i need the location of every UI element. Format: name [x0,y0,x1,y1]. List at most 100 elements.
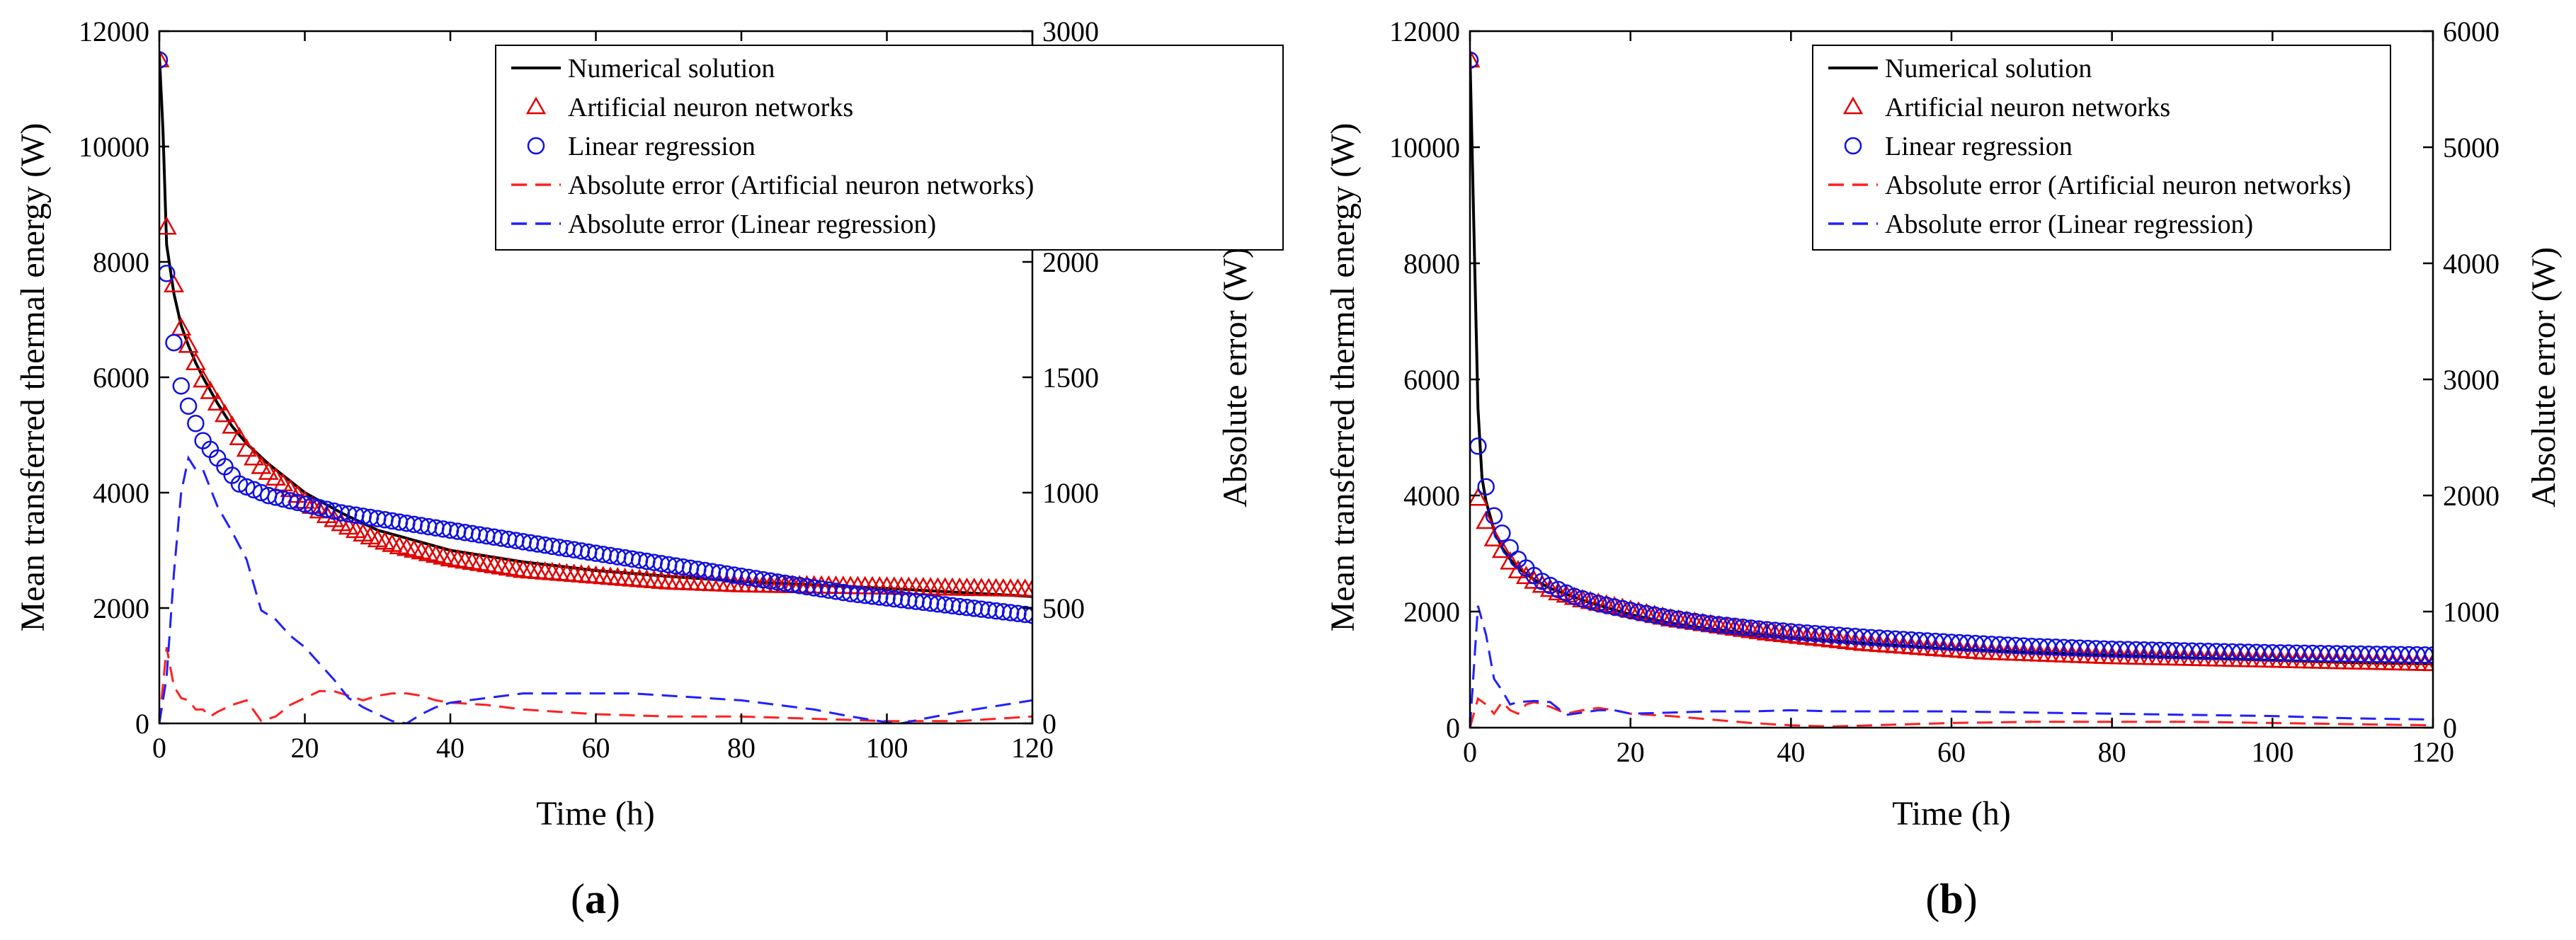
y-tick-label: 10000 [1389,132,1460,164]
y-axis-label-a: Mean transferred thermal energy (W) [14,123,52,632]
data-point [1614,600,1631,618]
y-tick-label: 4000 [1403,480,1460,512]
y-tick-label: 0 [135,708,149,740]
x-tick-label: 0 [1463,736,1477,768]
data-point [1477,478,1495,495]
plot-area-a [159,49,1032,723]
data-point [1491,539,1512,558]
y2-axis-label-b: Absolute error (W) [2525,247,2563,508]
data-point [1566,588,1583,605]
legend-label: Absolute error (Artificial neuron networ… [1885,171,2351,200]
y2-tick-label: 2000 [2443,480,2500,512]
y-tick-label: 4000 [93,477,149,509]
data-point [244,447,265,466]
data-point [1476,510,1497,529]
data-point [229,427,250,445]
x-axis-label-b: Time (h) [1892,795,2011,832]
legend-label: Numerical solution [1885,54,2092,84]
legend-label: Absolute error (Artificial neuron networ… [568,171,1034,200]
data-point [193,369,214,388]
data-point [1485,507,1503,525]
data-point [1533,573,1551,590]
legend-item-linear-regression: Linear regression [1844,132,2073,161]
data-point [1470,49,1481,68]
axis-ticks-b: 0 20 40 60 80 100 1200200040006000800010000120… [1389,16,2500,768]
x-tick-label: 20 [1617,736,1645,768]
y2-tick-label: 1000 [1042,477,1099,509]
series-linear-regression-a [159,51,1032,624]
y-tick-label: 6000 [93,362,149,394]
legend-item-absolute-error-artificial-neuron-networks: Absolute error (Artificial neuron networ… [1828,171,2351,200]
legend-label: Linear regression [568,132,756,161]
data-point [185,352,206,370]
y-tick-label: 8000 [1403,248,1460,280]
x-tick-label: 60 [1937,736,1966,768]
data-point [159,49,170,68]
x-tick-label: 20 [291,732,319,764]
x-tick-label: 80 [727,732,756,764]
legend-box-b [1812,45,2391,251]
legend-swatch-triangle [1842,96,1864,115]
data-point [1590,595,1607,612]
data-point [207,392,228,411]
data-point [1500,551,1521,570]
panel-label-b: (b) [1925,876,1977,922]
legend-b: Numerical solution Artificial neuron netw… [1812,45,2391,251]
y-tick-label: 12000 [1389,16,1460,47]
data-point [164,274,185,292]
y2-tick-label: 3000 [1042,16,1099,47]
data-point [1573,590,1591,608]
legend-item-numerical-solution: Numerical solution [1828,54,2092,84]
x-tick-label: 40 [436,732,465,764]
data-point [1549,580,1567,599]
series-line-absolute-error-linear-regression-b [1470,605,2433,728]
y2-tick-label: 4000 [2443,248,2500,280]
legend-label: Absolute error (Linear regression) [1885,210,2253,239]
legend-item-artificial-neuron-networks: Artificial neuron networks [525,93,853,122]
data-point [265,467,286,486]
x-tick-label: 100 [866,732,908,764]
y2-tick-label: 6000 [2443,16,2500,47]
data-point [214,403,235,423]
data-point [258,461,279,480]
data-point [1581,592,1600,610]
data-point [1622,602,1639,619]
data-point [1483,527,1505,546]
panel-label-a: (a) [571,876,620,922]
legend-label: Numerical solution [568,54,775,84]
y2-tick-label: 1500 [1042,362,1099,394]
legend-label: Artificial neuron networks [568,93,853,122]
legend-swatch-circle [527,137,545,155]
legend-item-absolute-error-linear-regression: Absolute error (Linear regression) [511,210,936,239]
legend-label: Artificial neuron networks [1885,93,2170,122]
x-tick-label: 120 [1011,732,1054,764]
data-point [1605,598,1624,616]
legend-swatch-triangle [525,96,547,115]
x-tick-label: 100 [2251,736,2293,768]
data-point [2424,646,2433,664]
data-point [165,333,183,352]
legend-box-a [495,45,1284,251]
legend-item-linear-regression: Linear regression [527,132,756,161]
legend-item-absolute-error-artificial-neuron-networks: Absolute error (Artificial neuron networ… [511,171,1034,200]
data-point [1508,560,1529,578]
y2-tick-label: 2000 [1042,246,1099,278]
axis-ticks-a: 0 20 40 60 80 100 1200200040006000800010000120… [79,16,1099,764]
data-point [171,317,192,336]
panel-b: 0 20 40 60 80 100 1200200040006000800010000120… [1324,16,2563,922]
data-point [1524,570,1545,589]
data-point [236,438,257,457]
y-axis-label-b: Mean transferred thermal energy (W) [1324,123,1362,632]
data-point [159,51,169,69]
data-point [200,380,221,399]
legend-item-artificial-neuron-networks: Artificial neuron networks [1842,93,2170,122]
data-point [1470,51,1479,69]
data-point [179,397,198,415]
series-line-absolute-error-linear-regression-a [159,455,1032,723]
x-tick-label: 0 [152,732,166,764]
legend-label: Linear regression [1885,132,2073,161]
data-point [1557,584,1575,602]
data-point [1022,578,1032,597]
legend-item-numerical-solution: Numerical solution [511,54,775,84]
